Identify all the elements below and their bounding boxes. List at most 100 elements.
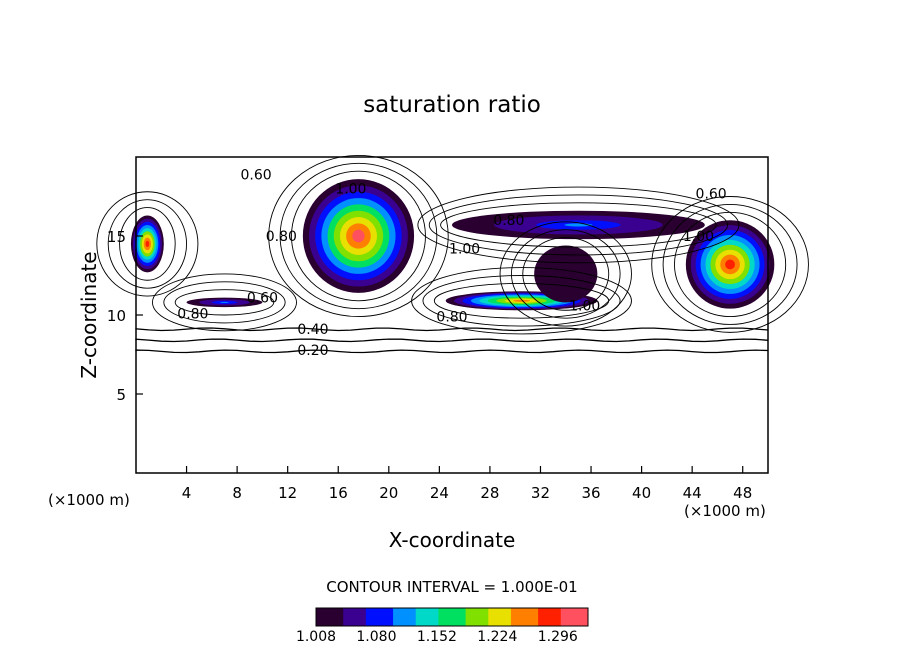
colorbar-cell — [320, 608, 326, 626]
x-axis-label: X-coordinate — [389, 528, 516, 552]
contour-interval-label: CONTOUR INTERVAL = 1.000E-01 — [326, 578, 577, 596]
contour-labels: 0.20 0.40 0.60 0.60 0.60 0.80 0.80 0.80 0.80 1.00… — [177, 167, 726, 358]
colorbar-tick-label: 1.152 — [417, 629, 457, 645]
colorbar-cell — [379, 608, 385, 626]
colorbar-tick-label: 1.080 — [356, 629, 396, 645]
colorbar-cell — [470, 608, 476, 626]
x-tick-label: 48 — [733, 484, 752, 502]
colorbar-cell — [479, 608, 485, 626]
colorbar-cell — [338, 608, 344, 626]
colorbar-cell — [447, 608, 453, 626]
contour-line — [135, 338, 769, 343]
contour-label: 0.60 — [247, 291, 278, 307]
contour-label: 0.40 — [297, 322, 328, 338]
colorbar-cell — [560, 608, 566, 626]
field-band — [562, 270, 570, 278]
colorbar-cell — [388, 608, 394, 626]
y-tick-label: 10 — [107, 307, 126, 325]
supersaturated-region — [685, 220, 775, 309]
colorbar-cell — [529, 608, 535, 626]
contour-line — [174, 289, 275, 316]
colorbar-cell — [501, 608, 507, 626]
contour-line — [163, 281, 286, 324]
colorbar-cell — [334, 608, 340, 626]
colorbar-cell — [483, 608, 489, 626]
colorbar-cell — [393, 608, 399, 626]
x-tick-label: 36 — [581, 484, 600, 502]
supersaturated-region — [130, 215, 164, 273]
colorbar-cell — [365, 608, 371, 626]
contour-line — [135, 349, 769, 354]
colorbar-cell — [565, 608, 571, 626]
field-band — [352, 229, 365, 243]
colorbar-cell — [474, 608, 480, 626]
colorbar-cell — [542, 608, 548, 626]
colorbar-cell — [429, 608, 435, 626]
contour-label: 0.60 — [696, 186, 727, 202]
x-tick-label: 8 — [232, 484, 242, 502]
field-band — [220, 301, 229, 303]
contour-label: 0.80 — [266, 229, 297, 245]
x-tick-label: 20 — [379, 484, 398, 502]
x-tick-label: 40 — [632, 484, 651, 502]
colorbar-frame — [315, 607, 589, 627]
x-unit-right: (×1000 m) — [684, 502, 766, 520]
colorbar-cell — [465, 608, 471, 626]
contour-line — [662, 203, 798, 325]
colorbar-cell — [533, 608, 539, 626]
contour-line — [119, 207, 176, 281]
colorbar-cell — [402, 608, 408, 626]
contour-line — [499, 221, 632, 327]
saturation-field — [130, 179, 775, 311]
x-tick-label: 32 — [531, 484, 550, 502]
colorbar-cell — [506, 608, 512, 626]
colorbar-cell — [569, 608, 575, 626]
contour-line — [135, 327, 769, 332]
contour-label: 1.00 — [683, 229, 714, 245]
contour-line — [651, 196, 809, 333]
colorbar-cell — [461, 608, 467, 626]
field-band — [725, 259, 735, 270]
x-tick-label: 12 — [278, 484, 297, 502]
colorbar-cell — [497, 608, 503, 626]
colorbar-cell — [420, 608, 426, 626]
colorbar-tick-label: 1.296 — [538, 629, 578, 645]
colorbar-cell — [406, 608, 412, 626]
colorbar: 1.008 1.080 1.152 1.224 1.296 — [296, 607, 589, 645]
colorbar-cell — [397, 608, 403, 626]
colorbar-cell — [361, 608, 367, 626]
colorbar-cell — [329, 608, 335, 626]
colorbar-cell — [374, 608, 380, 626]
colorbar-cell — [551, 608, 557, 626]
x-unit-left: (×1000 m) — [48, 491, 130, 509]
colorbar-cell — [547, 608, 553, 626]
colorbar-tick-label: 1.224 — [477, 629, 517, 645]
y-tick-label: 5 — [116, 386, 126, 404]
contour-label: 0.80 — [493, 213, 524, 229]
colorbar-cell — [411, 608, 417, 626]
y-axis: 5 10 15 — [107, 228, 143, 404]
colorbar-cell — [578, 608, 584, 626]
colorbar-cell — [583, 608, 589, 626]
contour-label: 0.80 — [177, 306, 208, 322]
contour-line — [440, 202, 717, 248]
colorbar-cell — [510, 608, 516, 626]
contour-line — [411, 267, 632, 335]
x-tick-label: 4 — [182, 484, 192, 502]
colorbar-cell — [488, 608, 494, 626]
contour-label: 1.00 — [335, 182, 366, 198]
field-band — [513, 299, 530, 302]
contour-label: 0.80 — [436, 310, 467, 326]
colorbar-cell — [415, 608, 421, 626]
x-tick-label: 16 — [329, 484, 348, 502]
colorbar-tick-label: 1.008 — [296, 629, 336, 645]
contour-line — [107, 199, 188, 289]
supersaturated-region — [186, 297, 263, 308]
colorbar-cell — [515, 608, 521, 626]
colorbar-cell — [370, 608, 376, 626]
colorbar-cell — [433, 608, 439, 626]
colorbar-cell — [442, 608, 448, 626]
colorbar-cell — [325, 608, 331, 626]
colorbar-cell — [424, 608, 430, 626]
colorbar-cell — [452, 608, 458, 626]
